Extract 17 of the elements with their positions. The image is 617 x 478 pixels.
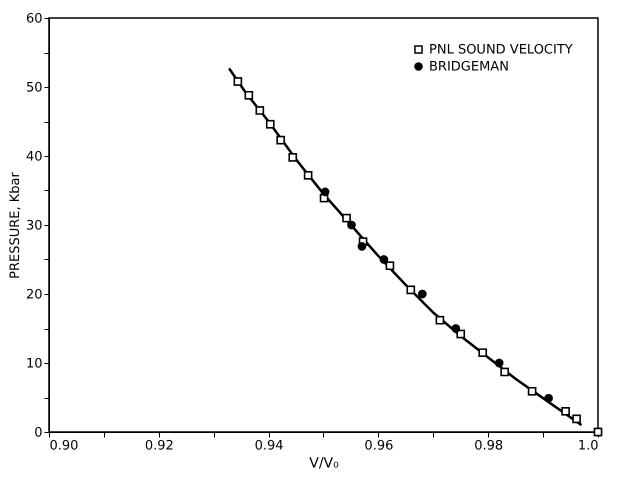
x-axis-title: V/V₀ xyxy=(309,456,340,472)
x-tick-label: 0.90 xyxy=(50,438,78,454)
x-tick-label: 0.94 xyxy=(254,438,284,454)
y-tick-label: 50 xyxy=(26,80,42,96)
legend-label: BRIDGEMAN xyxy=(429,60,509,74)
x-tick-label: 0.98 xyxy=(474,438,504,454)
y-tick-label: 20 xyxy=(26,288,42,302)
x-tick-label: 0.92 xyxy=(144,438,174,454)
x-tick-label: 1.0 xyxy=(578,438,598,454)
y-axis-title: PRESSURE, Kbar xyxy=(8,172,23,279)
y-tick-label: 0 xyxy=(34,426,42,440)
x-tick-label: 0.96 xyxy=(364,438,394,454)
y-tick-label: 10 xyxy=(26,356,42,372)
legend-label: PNL SOUND VELOCITY xyxy=(429,42,573,58)
y-tick-label: 30 xyxy=(26,218,42,234)
y-tick-label: 40 xyxy=(26,150,42,164)
y-tick-label: 60 xyxy=(26,12,42,26)
